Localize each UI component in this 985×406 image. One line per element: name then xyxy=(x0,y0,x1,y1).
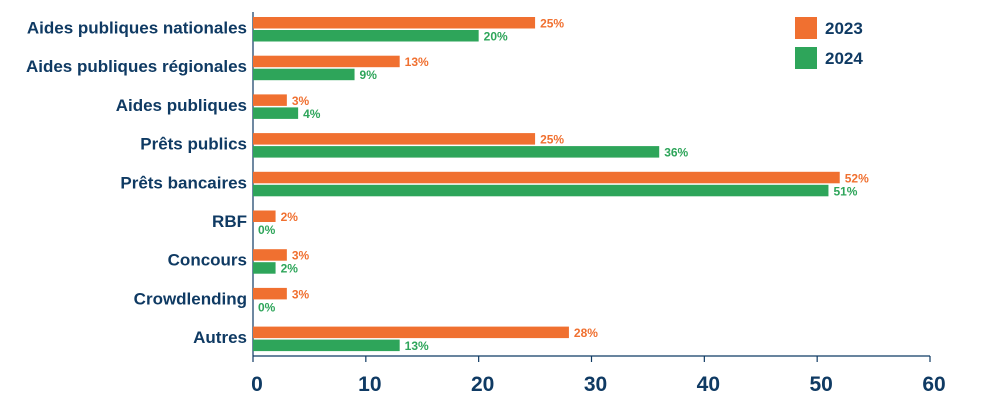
data-label-2024: 0% xyxy=(258,300,276,314)
category-label: Concours xyxy=(168,251,247,270)
data-label-2023: 2% xyxy=(281,210,299,224)
bar-2023 xyxy=(253,249,287,261)
data-label-2023: 3% xyxy=(292,94,310,108)
x-tick-label: 10 xyxy=(358,373,381,396)
x-tick-label: 20 xyxy=(471,373,494,396)
data-label-2024: 4% xyxy=(303,107,321,121)
bar-2024 xyxy=(253,146,660,158)
data-label-2024: 0% xyxy=(258,223,276,237)
bar-2024 xyxy=(253,262,276,274)
x-tick-label: 40 xyxy=(697,373,720,396)
data-label-2023: 52% xyxy=(845,171,869,185)
legend-swatch-2024 xyxy=(795,47,817,69)
bar-2023 xyxy=(253,287,287,300)
bar-2024 xyxy=(253,30,479,42)
data-label-2024: 9% xyxy=(360,68,378,82)
bar-2023 xyxy=(253,17,536,29)
data-label-2023: 13% xyxy=(405,55,429,69)
bar-2023 xyxy=(253,94,287,106)
bar-2023 xyxy=(253,133,536,145)
data-label-2024: 51% xyxy=(833,184,857,198)
data-label-2023: 28% xyxy=(574,326,598,340)
data-label-2024: 13% xyxy=(405,339,429,353)
category-label: Aides publiques xyxy=(116,96,247,115)
x-tick-label: 60 xyxy=(922,373,945,396)
data-label-2023: 3% xyxy=(292,249,310,263)
bar-2023 xyxy=(253,210,276,222)
bar-2023 xyxy=(253,171,840,184)
data-label-2023: 25% xyxy=(540,133,564,147)
bar-2024 xyxy=(253,339,400,352)
bar-2024 xyxy=(253,107,299,119)
category-label: Prêts bancaires xyxy=(120,173,247,192)
category-label: RBF xyxy=(212,212,247,231)
data-label-2024: 20% xyxy=(484,30,508,44)
data-label-2023: 25% xyxy=(540,17,564,31)
category-label: Aides publiques régionales xyxy=(26,57,247,76)
bar-2023 xyxy=(253,326,569,339)
category-label: Aides publiques nationales xyxy=(27,19,247,38)
category-label: Autres xyxy=(193,328,247,347)
bar-2024 xyxy=(253,68,355,81)
bar-2024 xyxy=(253,184,829,197)
x-tick-label: 50 xyxy=(809,373,832,396)
legend-label-2024: 2024 xyxy=(825,49,863,68)
bar-2023 xyxy=(253,55,400,68)
data-label-2024: 2% xyxy=(281,262,299,276)
data-label-2024: 36% xyxy=(664,146,688,160)
legend-label-2023: 2023 xyxy=(825,19,863,38)
x-tick-label: 0 xyxy=(251,373,263,396)
x-tick-label: 30 xyxy=(584,373,607,396)
category-label: Prêts publics xyxy=(140,135,247,154)
data-label-2023: 3% xyxy=(292,287,310,301)
category-label: Crowdlending xyxy=(134,289,247,308)
legend-swatch-2023 xyxy=(795,17,817,39)
